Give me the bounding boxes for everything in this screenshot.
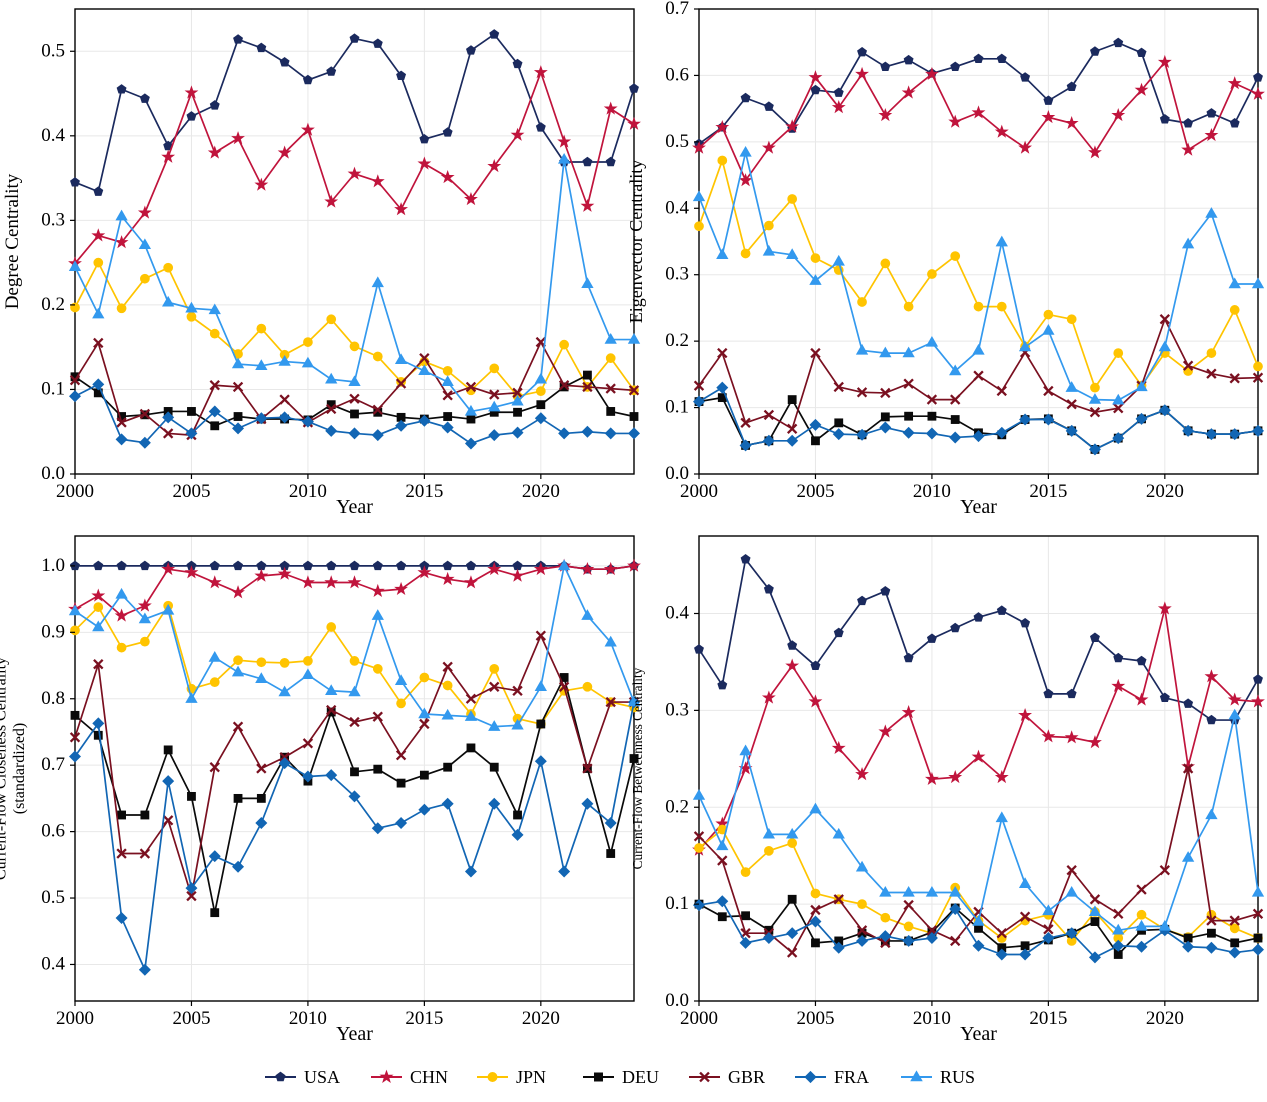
svg-text:FRA: FRA	[834, 1067, 869, 1087]
svg-text:RUS: RUS	[940, 1067, 975, 1087]
svg-text:0.8: 0.8	[41, 688, 65, 709]
svg-text:0.6: 0.6	[41, 821, 65, 842]
svg-text:USA: USA	[304, 1067, 340, 1087]
svg-text:Year: Year	[960, 496, 997, 518]
svg-text:2005: 2005	[796, 1008, 834, 1029]
svg-text:2010: 2010	[289, 1008, 327, 1029]
svg-text:0.6: 0.6	[665, 64, 689, 85]
svg-text:0.7: 0.7	[41, 754, 65, 775]
svg-text:2005: 2005	[172, 481, 210, 502]
svg-text:2000: 2000	[680, 481, 718, 502]
svg-text:0.1: 0.1	[41, 378, 65, 399]
svg-text:2010: 2010	[913, 481, 951, 502]
svg-text:2020: 2020	[522, 481, 560, 502]
svg-text:2000: 2000	[680, 1008, 718, 1029]
svg-text:Year: Year	[336, 1023, 373, 1045]
svg-text:0.5: 0.5	[41, 40, 65, 61]
svg-text:2005: 2005	[796, 481, 834, 502]
svg-text:2000: 2000	[56, 1008, 94, 1029]
svg-text:2010: 2010	[913, 1008, 951, 1029]
svg-text:0.4: 0.4	[665, 603, 689, 624]
svg-text:JPN: JPN	[516, 1067, 546, 1087]
svg-text:0.1: 0.1	[665, 893, 689, 914]
svg-text:2000: 2000	[56, 481, 94, 502]
svg-text:Current-Flow Betweenness Centr: Current-Flow Betweenness Centrality	[630, 667, 645, 869]
svg-text:2015: 2015	[405, 1008, 443, 1029]
svg-text:0.4: 0.4	[41, 953, 65, 974]
svg-text:1.0: 1.0	[41, 555, 65, 576]
svg-text:0.4: 0.4	[665, 197, 689, 218]
svg-text:0.5: 0.5	[665, 131, 689, 152]
svg-text:CHN: CHN	[410, 1067, 448, 1087]
svg-text:0.3: 0.3	[41, 209, 65, 230]
svg-text:Current-Flow Closeness Central: Current-Flow Closeness Centrality(standa…	[0, 657, 28, 880]
svg-text:0.2: 0.2	[665, 330, 689, 351]
svg-text:2015: 2015	[1029, 1008, 1067, 1029]
svg-text:0.1: 0.1	[665, 397, 689, 418]
svg-text:Year: Year	[960, 1023, 997, 1045]
svg-text:Eigenvector Centrality: Eigenvector Centrality	[626, 160, 646, 323]
svg-text:0.2: 0.2	[41, 294, 65, 315]
svg-text:0.2: 0.2	[665, 796, 689, 817]
svg-text:0.3: 0.3	[665, 264, 689, 285]
svg-text:2020: 2020	[1146, 481, 1184, 502]
svg-text:0.5: 0.5	[41, 887, 65, 908]
svg-text:Degree Centrality: Degree Centrality	[2, 173, 23, 309]
svg-text:0.4: 0.4	[41, 125, 65, 146]
svg-text:2020: 2020	[522, 1008, 560, 1029]
svg-text:DEU: DEU	[622, 1067, 659, 1087]
svg-text:2020: 2020	[1146, 1008, 1184, 1029]
svg-text:0.3: 0.3	[665, 699, 689, 720]
svg-text:2015: 2015	[405, 481, 443, 502]
svg-text:2005: 2005	[172, 1008, 210, 1029]
svg-text:2010: 2010	[289, 481, 327, 502]
svg-text:0.9: 0.9	[41, 621, 65, 642]
svg-text:0.7: 0.7	[665, 0, 689, 19]
svg-text:GBR: GBR	[728, 1067, 765, 1087]
svg-text:Year: Year	[336, 496, 373, 518]
svg-text:2015: 2015	[1029, 481, 1067, 502]
